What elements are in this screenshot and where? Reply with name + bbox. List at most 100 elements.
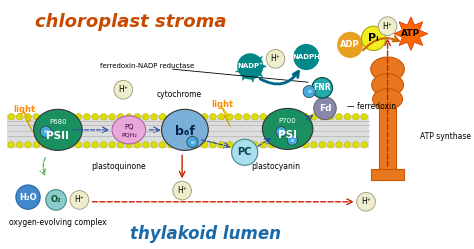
Circle shape: [75, 141, 82, 148]
Circle shape: [336, 114, 342, 120]
Text: e: e: [307, 89, 311, 94]
Ellipse shape: [34, 109, 82, 150]
Circle shape: [260, 114, 267, 120]
Circle shape: [227, 114, 233, 120]
Circle shape: [312, 78, 332, 98]
Text: PQ: PQ: [124, 124, 134, 130]
Bar: [8, 115, 369, 148]
Circle shape: [357, 192, 375, 211]
Circle shape: [40, 126, 51, 137]
Text: P700: P700: [279, 118, 296, 124]
Circle shape: [126, 141, 132, 148]
Text: P680: P680: [49, 119, 67, 125]
Circle shape: [176, 114, 182, 120]
Circle shape: [187, 136, 198, 148]
Circle shape: [16, 141, 23, 148]
Text: thylakoid lumen: thylakoid lumen: [130, 225, 281, 243]
Text: PC: PC: [237, 147, 252, 157]
Circle shape: [134, 141, 141, 148]
Circle shape: [235, 114, 241, 120]
Circle shape: [42, 114, 48, 120]
Circle shape: [201, 141, 208, 148]
Circle shape: [201, 114, 208, 120]
Text: FNR: FNR: [313, 83, 331, 92]
Circle shape: [42, 141, 48, 148]
Circle shape: [344, 141, 351, 148]
Circle shape: [277, 114, 283, 120]
Circle shape: [294, 114, 300, 120]
Circle shape: [314, 97, 336, 120]
Text: — ferredoxin: — ferredoxin: [347, 102, 397, 111]
Circle shape: [109, 141, 115, 148]
Circle shape: [328, 141, 334, 148]
Text: ferredoxin-NADP reductase: ferredoxin-NADP reductase: [100, 63, 195, 69]
Circle shape: [293, 44, 319, 70]
Circle shape: [184, 141, 191, 148]
Ellipse shape: [373, 89, 402, 109]
Circle shape: [344, 114, 351, 120]
Circle shape: [218, 141, 225, 148]
Text: b₆f: b₆f: [175, 125, 195, 138]
Ellipse shape: [162, 109, 208, 150]
Circle shape: [243, 141, 250, 148]
Ellipse shape: [372, 74, 403, 96]
Circle shape: [173, 181, 191, 200]
Circle shape: [302, 114, 309, 120]
Circle shape: [100, 114, 107, 120]
Circle shape: [285, 114, 292, 120]
Circle shape: [252, 141, 258, 148]
Circle shape: [117, 141, 124, 148]
Circle shape: [227, 141, 233, 148]
Text: H⁺: H⁺: [383, 22, 392, 31]
Bar: [371, 169, 404, 180]
Circle shape: [92, 114, 99, 120]
Circle shape: [361, 141, 367, 148]
Circle shape: [328, 114, 334, 120]
Text: Pᵢ: Pᵢ: [368, 33, 379, 43]
Circle shape: [142, 114, 149, 120]
Circle shape: [50, 141, 56, 148]
Circle shape: [25, 114, 31, 120]
Circle shape: [58, 114, 65, 120]
Text: PSII: PSII: [46, 131, 69, 141]
Text: ATP synthase: ATP synthase: [420, 132, 471, 141]
Circle shape: [268, 114, 275, 120]
Text: e: e: [44, 129, 48, 134]
Circle shape: [100, 141, 107, 148]
Text: PQH₂: PQH₂: [121, 132, 137, 137]
Circle shape: [319, 141, 326, 148]
Circle shape: [232, 139, 258, 165]
Circle shape: [83, 141, 90, 148]
Text: light: light: [13, 105, 35, 114]
Circle shape: [319, 114, 326, 120]
Text: H₂O: H₂O: [19, 193, 37, 202]
Circle shape: [287, 135, 298, 145]
Polygon shape: [235, 56, 267, 83]
Circle shape: [353, 114, 359, 120]
Circle shape: [210, 114, 216, 120]
Circle shape: [218, 114, 225, 120]
Text: H⁺: H⁺: [271, 54, 281, 63]
Ellipse shape: [263, 108, 313, 149]
Circle shape: [142, 141, 149, 148]
Circle shape: [50, 114, 56, 120]
Circle shape: [252, 114, 258, 120]
Text: ADP: ADP: [340, 40, 360, 49]
Ellipse shape: [371, 57, 404, 81]
Circle shape: [134, 114, 141, 120]
Circle shape: [193, 114, 200, 120]
Circle shape: [159, 141, 166, 148]
Text: O₂: O₂: [51, 195, 62, 204]
Circle shape: [67, 114, 73, 120]
Text: ATP: ATP: [401, 29, 420, 38]
Circle shape: [277, 141, 283, 148]
Circle shape: [237, 53, 264, 79]
Circle shape: [75, 114, 82, 120]
Text: plastoquinone: plastoquinone: [91, 162, 146, 171]
Text: NADPH: NADPH: [292, 54, 320, 60]
Text: e: e: [191, 139, 194, 144]
Text: H⁺: H⁺: [74, 195, 84, 204]
Circle shape: [33, 114, 40, 120]
Circle shape: [168, 141, 174, 148]
Polygon shape: [221, 107, 231, 127]
